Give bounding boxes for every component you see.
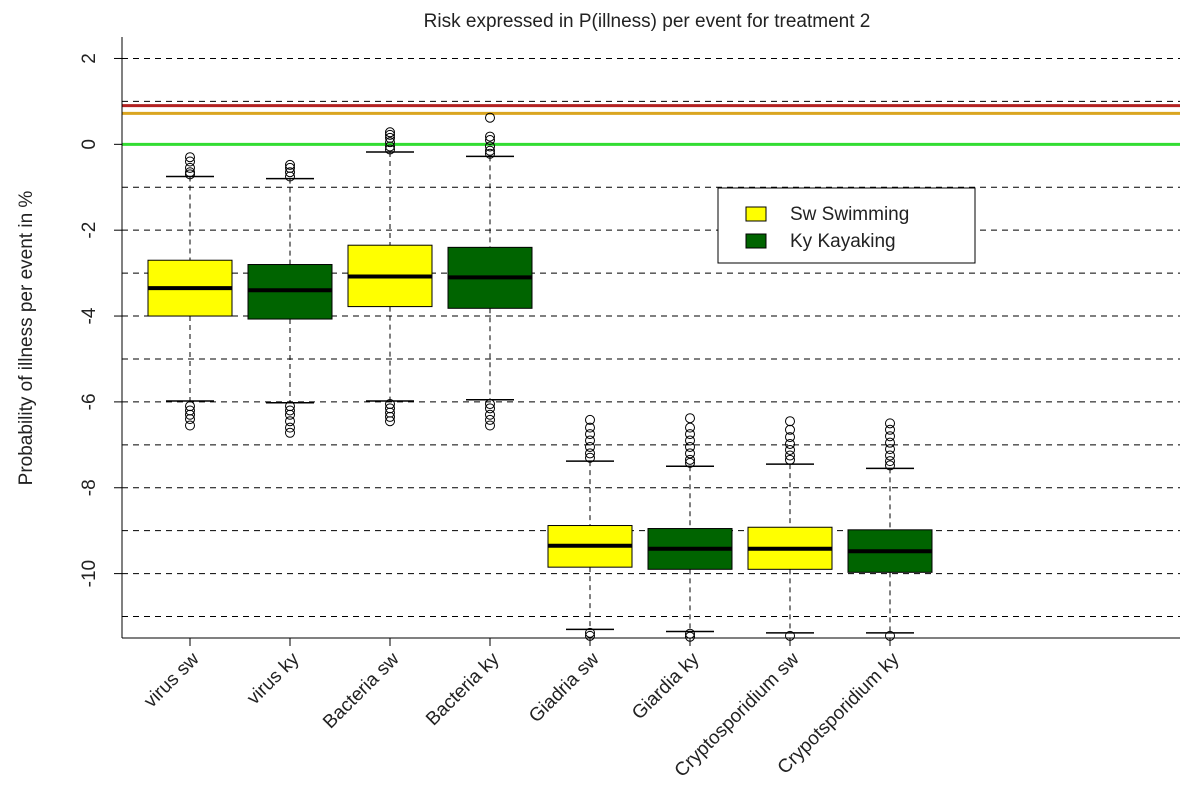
outlier-point [485,148,495,159]
y-tick-label: 0 [79,139,100,150]
outlier-point [685,429,695,440]
outlier-point [885,450,895,461]
outlier-point [185,409,195,420]
y-axis: 2 0 -2 -4 -6 -8 -10 [79,53,122,587]
outlier-point [285,427,295,438]
outlier-point [785,444,795,455]
box-group [547,414,633,641]
outlier-point [685,422,695,433]
outlier-point [585,627,595,638]
legend-entry-label: Ky Kayaking [790,231,896,252]
outlier-point [185,156,195,167]
outlier-point [785,424,795,435]
box-group [347,127,433,427]
outlier-point [385,411,395,422]
box-group [847,418,933,641]
outlier-point [585,414,595,425]
y-tick-label: -6 [79,393,100,410]
x-category-label: virus ky [243,648,304,709]
y-tick-label: 2 [79,53,100,64]
outlier-point [785,438,795,449]
outlier-point [585,422,595,433]
outlier-point [285,416,295,427]
outlier-point [485,414,495,425]
outlier-point [885,444,895,455]
outlier-point [485,409,495,420]
outlier-point [685,454,695,465]
x-category-label: Bacteria ky [422,648,504,730]
box-group [147,152,233,431]
outlier-point [185,420,195,431]
legend: Sw Swimming Ky Kayaking [717,187,976,264]
outlier-point [485,399,495,410]
outlier-point [485,145,495,156]
legend-entry-label: Sw Swimming [790,204,909,225]
y-tick-label: -10 [79,560,100,587]
box-group [447,112,533,431]
y-tick-label: -4 [79,307,100,324]
outlier-point [885,418,895,429]
box-series [147,112,933,642]
outlier-point [685,441,695,452]
plot-frame [121,37,1180,639]
outlier-point [585,448,595,459]
outlier-point [685,413,695,424]
legend-swatch [745,206,767,222]
outlier-point [385,127,395,138]
outlier-point [885,437,895,448]
outlier-point [385,129,395,140]
reference-lines [122,104,1180,146]
outlier-point [785,450,795,461]
outlier-point [385,416,395,427]
outlier-point [585,441,595,452]
box-group [747,416,833,641]
x-axis: virus sw virus ky Bacteria sw Bacteria ky Gi… [140,638,904,782]
outlier-point [885,431,895,442]
outlier-point [485,131,495,142]
outlier-point [485,135,495,146]
outlier-point [785,432,795,443]
outlier-point [285,405,295,416]
outlier-point [885,460,895,471]
outlier-point [485,112,495,123]
y-tick-label: -8 [79,479,100,496]
outlier-point [785,454,795,465]
outlier-point [485,420,495,431]
box-group [647,413,733,642]
outlier-point [585,435,595,446]
x-category-label: Giadria sw [525,648,604,727]
outlier-point [485,403,495,414]
outlier-point [385,144,395,155]
x-category-label: Bacteria sw [319,648,403,732]
legend-box [717,187,976,264]
outlier-point [685,435,695,446]
outlier-point [885,456,895,467]
outlier-point [285,409,295,420]
outlier-point [785,416,795,427]
outlier-point [485,141,495,152]
chart-title: Risk expressed in P(illness) per event f… [424,11,871,32]
outlier-point [185,162,195,173]
outlier-point [585,429,595,440]
outlier-point [385,137,395,148]
y-tick-label: -2 [79,222,100,239]
outlier-point [585,452,595,463]
outlier-point [285,159,295,170]
outlier-point [885,424,895,435]
outlier-point [285,422,295,433]
legend-swatch [745,233,767,249]
y-axis-label: Probability of illness per event in % [16,191,37,486]
box-group [247,159,333,438]
outlier-point [185,169,195,180]
outlier-point [685,457,695,468]
outlier-point [285,171,295,182]
outlier-point [185,414,195,425]
x-category-label: Giardia ky [628,648,704,724]
x-category-label: virus sw [140,648,204,712]
outlier-point [285,167,295,178]
outlier-point [185,152,195,163]
outlier-point [385,141,395,152]
